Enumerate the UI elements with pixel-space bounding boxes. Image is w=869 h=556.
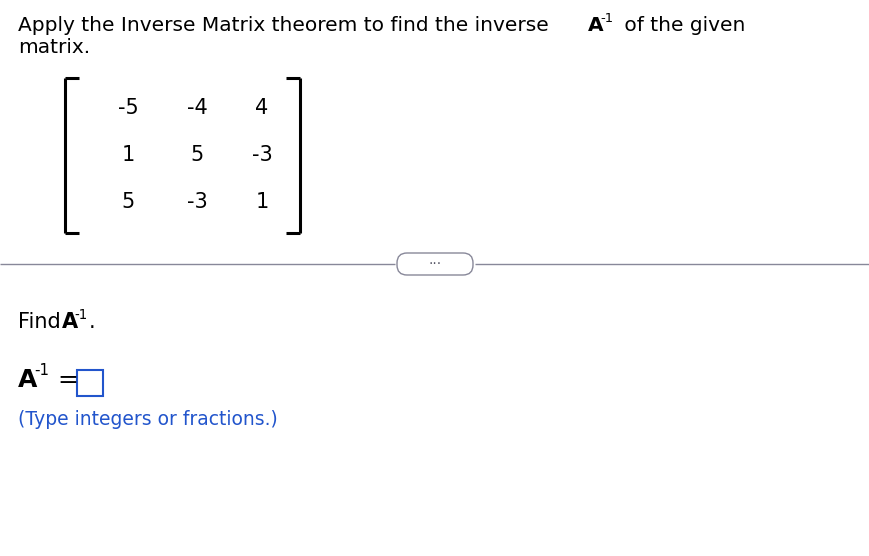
Text: Apply the Inverse Matrix theorem to find the inverse: Apply the Inverse Matrix theorem to find… xyxy=(18,16,554,35)
Text: 1: 1 xyxy=(122,145,135,165)
Text: of the given: of the given xyxy=(617,16,745,35)
Text: .: . xyxy=(89,312,96,332)
Text: 4: 4 xyxy=(255,98,269,118)
Text: 1: 1 xyxy=(255,192,269,212)
Text: (Type integers or fractions.): (Type integers or fractions.) xyxy=(18,410,277,429)
Text: 5: 5 xyxy=(122,192,135,212)
Text: A: A xyxy=(62,312,78,332)
Text: 5: 5 xyxy=(190,145,203,165)
Text: -1: -1 xyxy=(34,363,49,378)
Text: -1: -1 xyxy=(74,308,87,322)
Text: matrix.: matrix. xyxy=(18,38,90,57)
Text: -1: -1 xyxy=(600,12,613,25)
Text: -4: -4 xyxy=(187,98,207,118)
Text: =: = xyxy=(50,368,79,392)
FancyBboxPatch shape xyxy=(77,370,103,396)
Text: A: A xyxy=(18,368,37,392)
Text: -3: -3 xyxy=(187,192,207,212)
FancyBboxPatch shape xyxy=(396,253,473,275)
Text: A: A xyxy=(587,16,603,35)
Text: -3: -3 xyxy=(251,145,272,165)
Text: ···: ··· xyxy=(428,257,441,271)
Text: Find: Find xyxy=(18,312,67,332)
Text: -5: -5 xyxy=(117,98,138,118)
